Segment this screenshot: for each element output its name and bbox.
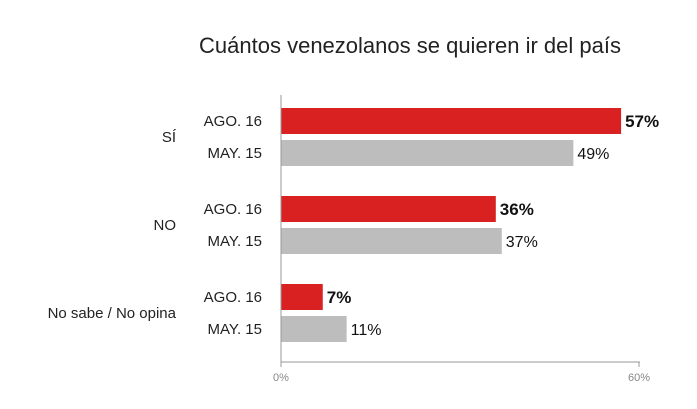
series-label: AGO. 16 bbox=[204, 113, 262, 130]
series-label: AGO. 16 bbox=[204, 201, 262, 218]
category-label: No sabe / No opina bbox=[48, 305, 177, 322]
series-label: AGO. 16 bbox=[204, 289, 262, 306]
series-label: MAY. 15 bbox=[208, 145, 262, 162]
data-label: 11% bbox=[351, 322, 382, 339]
data-label: 57% bbox=[625, 112, 659, 131]
bar bbox=[281, 108, 622, 134]
tick-label: 60% bbox=[628, 372, 650, 384]
category-label: NO bbox=[154, 217, 177, 234]
tick-label: 0% bbox=[273, 372, 289, 384]
bar bbox=[281, 284, 323, 310]
bar bbox=[281, 316, 347, 342]
data-label: 7% bbox=[327, 288, 352, 307]
category-label: SÍ bbox=[162, 129, 177, 146]
series-label: MAY. 15 bbox=[208, 233, 262, 250]
bar bbox=[281, 140, 574, 166]
series-label: MAY. 15 bbox=[208, 321, 262, 338]
chart-title: Cuántos venezolanos se quieren ir del pa… bbox=[199, 33, 621, 58]
bar bbox=[281, 228, 502, 254]
bar bbox=[281, 196, 496, 222]
data-label: 37% bbox=[506, 234, 538, 251]
data-label: 36% bbox=[500, 200, 534, 219]
data-label: 49% bbox=[577, 146, 609, 163]
